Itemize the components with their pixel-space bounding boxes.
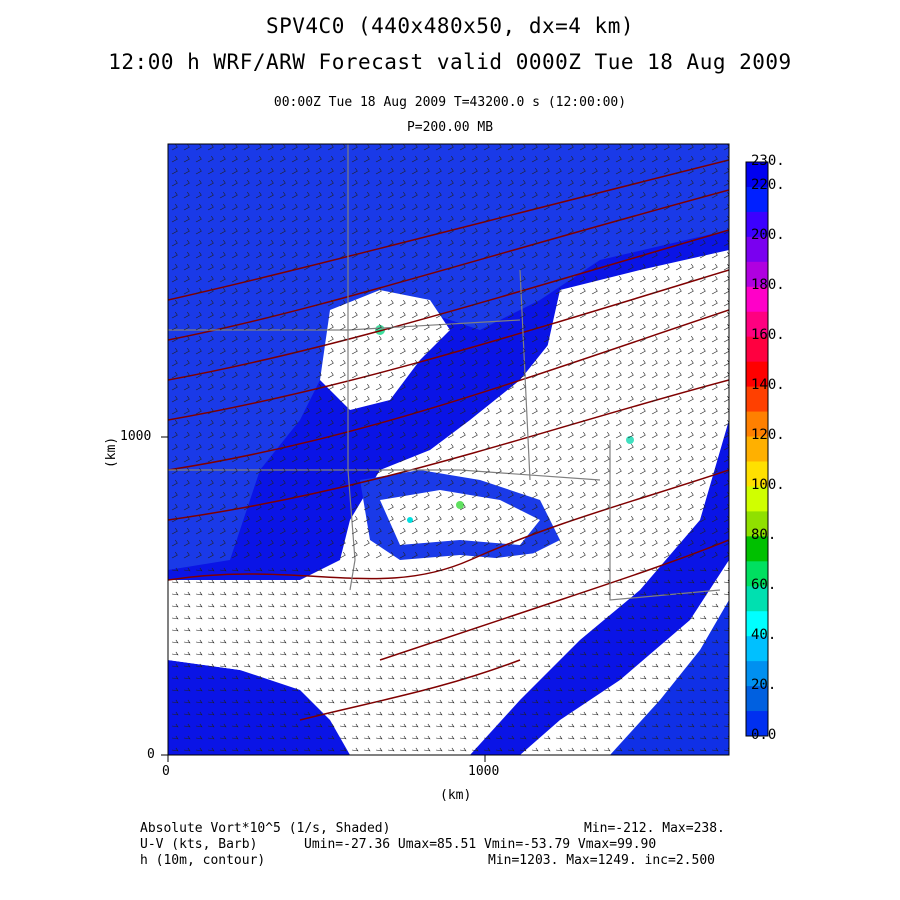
colorbar-label: 200.: [751, 227, 785, 243]
forecast-title: 12:00 h WRF/ARW Forecast valid 0000Z Tue…: [108, 50, 792, 74]
colorbar-label: 140.: [751, 377, 785, 393]
colorbar-swatch: [746, 411, 768, 438]
x-axis-unit: (km): [440, 788, 472, 803]
colorbar-swatch: [746, 211, 768, 238]
colorbar-swatch: [746, 561, 768, 587]
colorbar-swatch: [746, 336, 768, 363]
colorbar-swatch: [746, 636, 768, 662]
colorbar-swatch: [746, 711, 768, 737]
vorticity-band-southeast: [610, 600, 729, 755]
colorbar-swatch: [746, 511, 768, 537]
y-tick-1000: 1000: [120, 429, 152, 444]
colorbar-swatch: [746, 236, 768, 263]
colorbar-swatch: [746, 436, 768, 462]
pressure-level: P=200.00 MB: [406, 120, 494, 135]
colorbar-label: 0.0: [751, 727, 777, 743]
colorbar-label: 20.: [751, 677, 777, 693]
colorbar-swatch: [746, 586, 768, 612]
colorbar-swatch: [746, 686, 768, 712]
map-plot-area: [168, 144, 729, 755]
boundary-lines: [168, 144, 721, 601]
wind-barbs: [171, 144, 729, 752]
footer-stats-3: Min=1203. Max=1249. inc=2.500: [488, 853, 715, 868]
height-contours: [168, 159, 729, 721]
colorbar-label: 230.: [751, 153, 785, 169]
y-tick-0: 0: [147, 747, 155, 762]
footer-field-2: U-V (kts, Barb): [140, 837, 258, 852]
colorbar-swatch: [746, 261, 768, 288]
vorticity-band-east: [470, 420, 729, 755]
colorbar-swatch: [746, 162, 768, 188]
colorbar-swatch: [746, 361, 768, 388]
footer-field-3: h (10m, contour): [140, 853, 266, 868]
vorticity-field-mid: [168, 144, 729, 570]
colorbar-label: 60.: [751, 577, 777, 593]
colorbar-swatch: [746, 611, 768, 637]
x-tick-1000: 1000: [468, 764, 500, 779]
y-axis-unit: (km): [104, 436, 120, 469]
colorbar-swatch: [746, 311, 768, 338]
colorbar-swatch: [746, 386, 768, 413]
map-frame: [167, 143, 730, 756]
colorbar-label: 120.: [751, 427, 785, 443]
x-tick-0: 0: [162, 764, 170, 779]
colorbar-swatch: [746, 286, 768, 313]
footer-stats-2: Umin=-27.36 Umax=85.51 Vmin=-53.79 Vmax=…: [304, 837, 657, 852]
colorbar: [745, 161, 769, 737]
vorticity-field-southwest: [168, 660, 350, 755]
colorbar-label: 180.: [751, 277, 785, 293]
colorbar-swatch: [746, 661, 768, 687]
colorbar-swatch: [746, 536, 768, 562]
colorbar-swatch: [746, 461, 768, 487]
colorbar-label: 220.: [751, 177, 785, 193]
colorbar-label: 80.: [751, 527, 777, 543]
colorbar-label: 40.: [751, 627, 777, 643]
colorbar-swatch: [746, 186, 768, 213]
valid-time: 00:00Z Tue 18 Aug 2009 T=43200.0 s (12:0…: [273, 95, 627, 110]
colorbar-label: 100.: [751, 477, 785, 493]
colorbar-swatch: [746, 486, 768, 512]
axis-ticks: [161, 436, 486, 762]
colorbar-label: 160.: [751, 327, 785, 343]
footer-field-1: Absolute Vort*10^5 (1/s, Shaded): [140, 821, 391, 836]
plot-title: SPV4C0 (440x480x50, dx=4 km): [265, 14, 634, 38]
footer-stats-1: Min=-212. Max=238.: [584, 821, 725, 836]
